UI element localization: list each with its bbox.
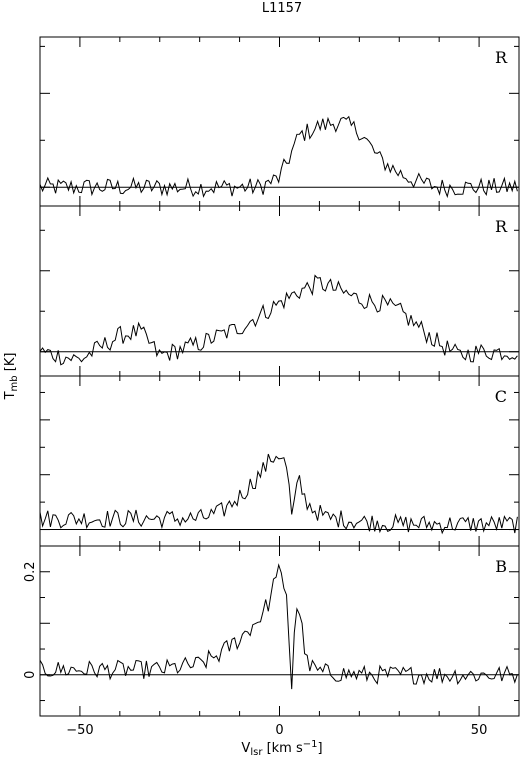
y-axis-label-main: T <box>3 391 18 400</box>
x-axis-label-main: V <box>241 741 250 756</box>
x-axis-label-sub: lsr <box>250 747 263 758</box>
x-tick-label: −50 <box>66 723 93 738</box>
panel-label: R <box>495 217 508 236</box>
panel-frame <box>39 545 520 717</box>
y-axis-label-rest: [K] <box>3 353 18 376</box>
panel-label: R <box>495 48 508 67</box>
panel-1: R <box>39 36 520 207</box>
y-axis-label-sub: mb <box>9 375 20 391</box>
y-tick-label: 0 <box>23 671 38 679</box>
spectrum-line <box>39 115 518 199</box>
x-tick-label: 50 <box>471 723 488 738</box>
panel-2: R <box>39 205 520 377</box>
y-axis-label: Tmb [K] <box>3 353 20 401</box>
spectrum-line <box>39 563 518 690</box>
x-axis-label-rest: [km s <box>262 741 303 756</box>
spectrum-line <box>39 274 518 366</box>
x-axis-label-close: ] <box>318 741 323 756</box>
y-tick-label: 0.2 <box>23 561 38 582</box>
panel-frame <box>39 205 520 377</box>
x-axis-label: Vlsr [km s−1] <box>241 739 322 758</box>
chart-title: L1157 <box>262 1 302 16</box>
panel-4: 0 0.2 B <box>23 545 520 717</box>
x-tick-label: 0 <box>275 723 283 738</box>
panels-group: R R C 0 0.2 B −50 0 50 <box>23 36 520 738</box>
panel-3: C <box>39 375 520 547</box>
panel-label: C <box>495 387 507 406</box>
x-axis-label-sup: −1 <box>303 739 318 750</box>
panel-label: B <box>495 557 507 576</box>
spectrum-line <box>39 453 518 535</box>
